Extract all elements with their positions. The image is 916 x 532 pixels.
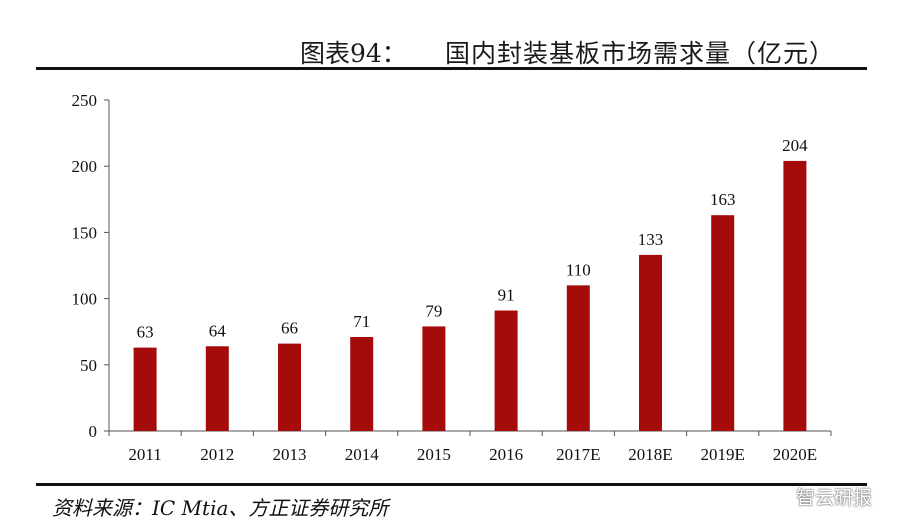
y-tick-label: 0 [89,422,98,441]
bar [639,254,662,431]
watermark-text: 智云研报 [796,486,873,509]
y-tick-label: 200 [72,157,98,176]
data-label: 204 [782,136,808,155]
data-label: 66 [281,319,298,338]
data-label: 63 [137,323,154,342]
bar [566,285,590,431]
x-tick-label: 2017E [556,445,600,464]
x-tick-label: 2020E [773,445,817,464]
bar [711,215,735,431]
bar [783,160,807,431]
y-tick-label: 250 [72,91,98,110]
bar [494,310,518,431]
data-label: 110 [566,260,591,279]
bar [205,346,229,431]
x-tick-label: 2014 [345,445,380,464]
bottom-rule [36,483,867,486]
x-tick-label: 2012 [200,445,234,464]
data-label: 79 [425,301,442,320]
watermark: 智云研报 [770,480,872,512]
data-label: 133 [638,230,664,249]
y-tick-label: 150 [72,223,98,242]
y-tick-label: 100 [72,290,98,309]
x-tick-label: 2016 [489,445,523,464]
data-label: 91 [498,286,515,305]
wechat-icon [770,488,790,504]
bar [278,343,301,431]
y-tick-label: 50 [80,356,97,375]
x-tick-label: 2018E [628,445,672,464]
data-label: 163 [710,190,736,209]
bar-chart: 0 50 100 150 200 250 63 2011 64 2012 66 2013 71 2014 7… [72,91,832,464]
bar [422,326,446,431]
x-tick-label: 2015 [417,445,451,464]
top-rule [36,67,867,70]
bar [350,336,374,431]
source-note: 资料来源：IC Mtia、方正证券研究所 [52,496,389,520]
x-tick-label: 2011 [128,445,161,464]
chart-title: 国内封装基板市场需求量（亿元） [445,39,836,68]
data-label: 71 [353,312,370,331]
x-tick-label: 2019E [701,445,745,464]
figure-title-row: 图表94： 国内封装基板市场需求量（亿元） [0,28,916,68]
bar [133,347,157,431]
data-label: 64 [209,321,227,340]
figure-label: 图表94： [300,39,407,68]
x-tick-label: 2013 [273,445,307,464]
